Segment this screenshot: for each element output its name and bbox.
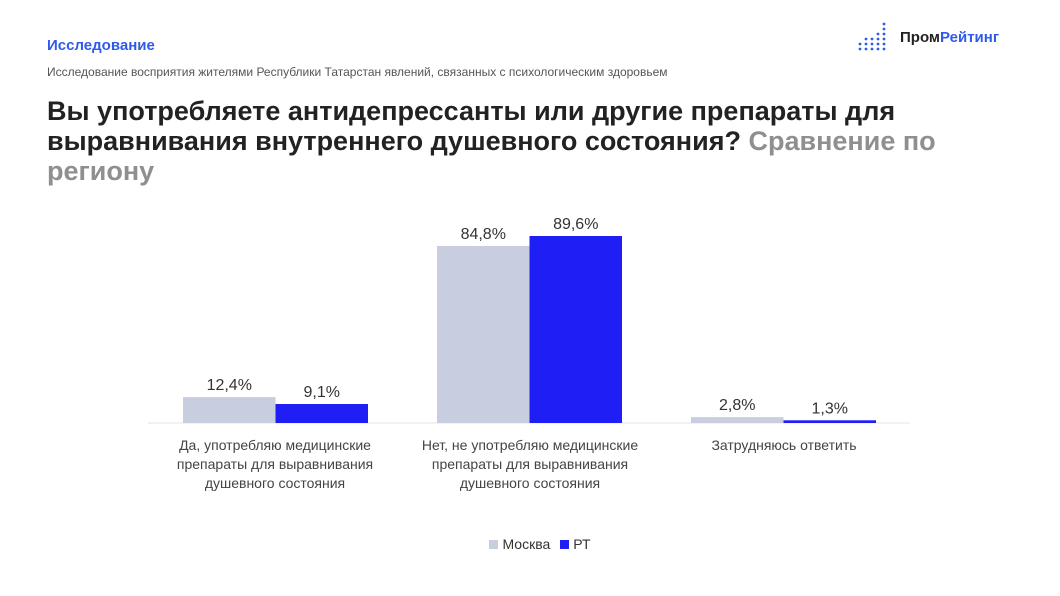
bar xyxy=(529,236,622,423)
category-label: Нет, не употребляю медицинские препараты… xyxy=(421,437,639,491)
section-kicker: Исследование xyxy=(47,37,155,54)
data-label: 12,4% xyxy=(207,377,252,394)
logo-dots-icon xyxy=(858,22,886,51)
legend: Москва РТ xyxy=(10,536,1060,552)
data-label: 9,1% xyxy=(304,384,340,401)
bar xyxy=(275,404,368,423)
data-label: 2,8% xyxy=(719,397,755,414)
legend-item-rt: РТ xyxy=(560,536,591,552)
bar xyxy=(783,420,876,423)
data-label: 89,6% xyxy=(553,216,598,233)
logo-text: ПромРейтинг xyxy=(900,28,1000,46)
study-subtitle: Исследование восприятия жителями Республ… xyxy=(47,65,668,79)
bar xyxy=(183,397,276,423)
legend-item-moscow: Москва xyxy=(489,536,550,552)
category-label: Да, употребляю медицинские препараты для… xyxy=(176,437,374,491)
title-main: Вы употребляете антидепрессанты или друг… xyxy=(47,96,896,156)
bar xyxy=(691,417,784,423)
title-suffix: Сравнение по региону xyxy=(47,126,936,186)
logo: ПромРейтинг xyxy=(858,22,999,52)
bar xyxy=(437,246,530,423)
data-label: 84,8% xyxy=(461,226,506,243)
data-label: 1,3% xyxy=(812,400,848,417)
page-title: Вы употребляете антидепрессанты или друг… xyxy=(47,96,1027,186)
category-label: Затрудняюсь ответить xyxy=(711,437,857,453)
